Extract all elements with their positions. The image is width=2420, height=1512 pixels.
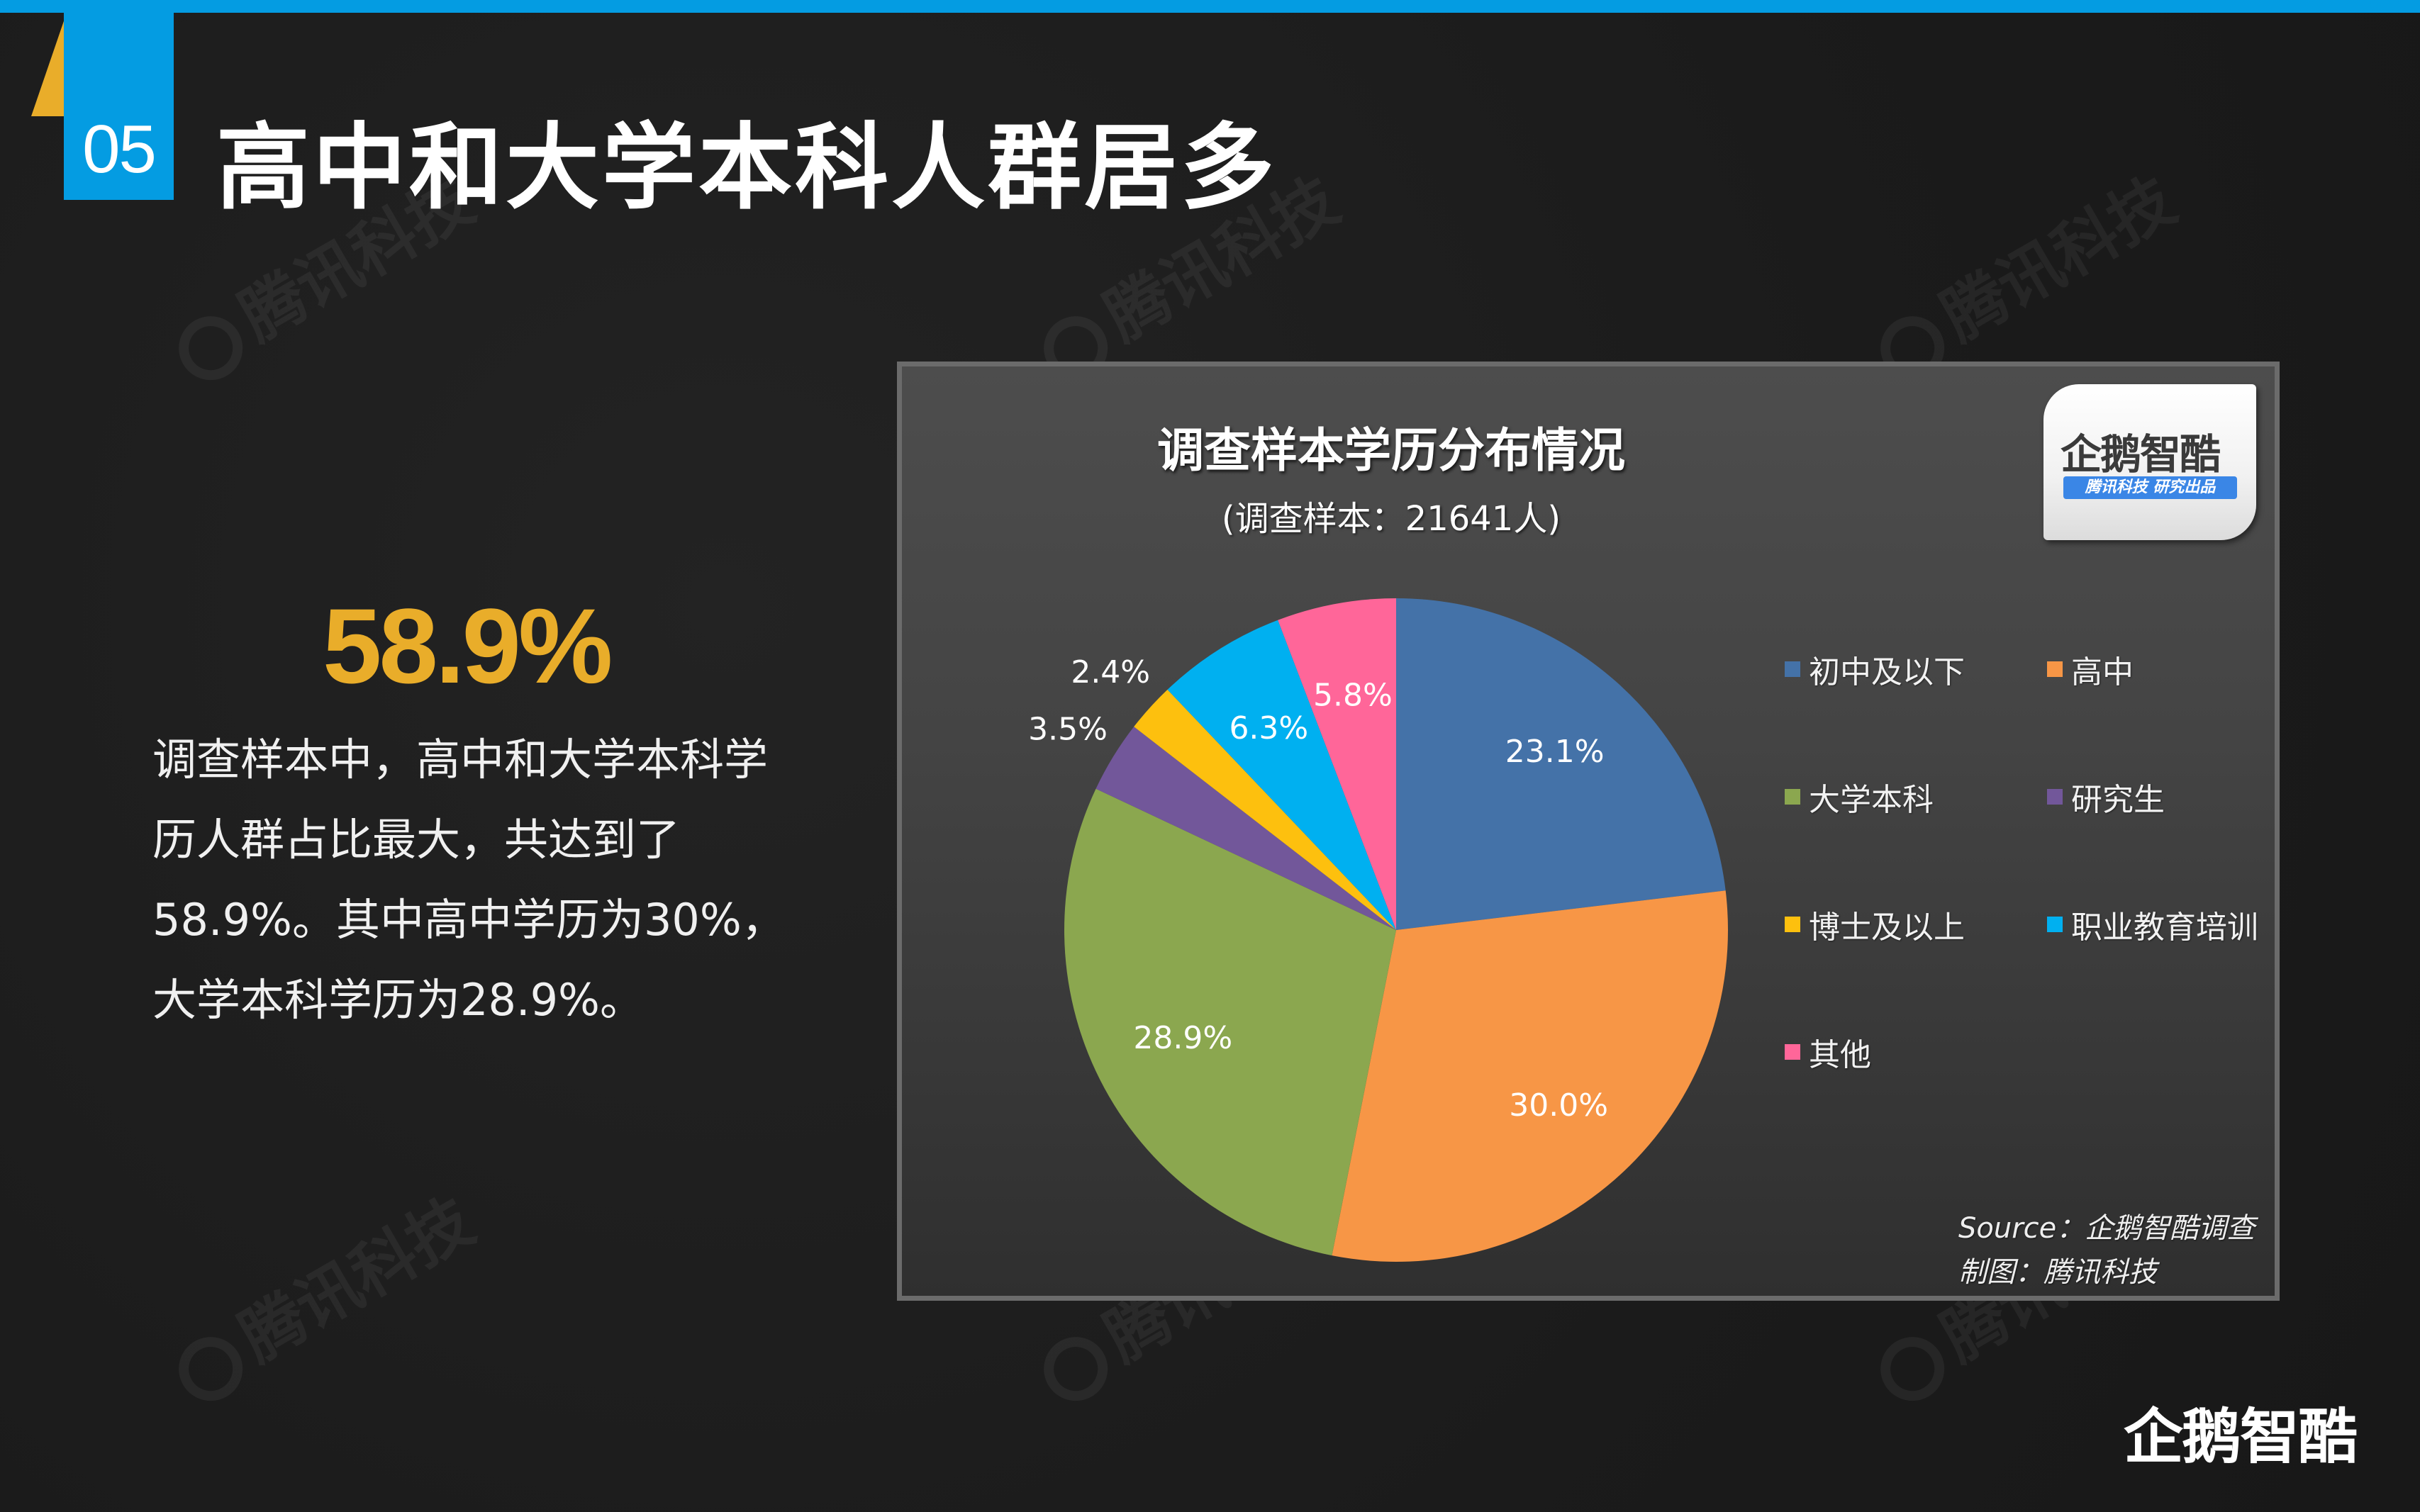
pie-slice-label: 30.0% xyxy=(1509,1087,1608,1124)
pie-slice-label: 28.9% xyxy=(1133,1020,1232,1056)
legend-label: 初中及以下 xyxy=(1809,654,1965,690)
watermark-logo-icon xyxy=(167,1325,255,1413)
top-accent-bar xyxy=(0,0,2420,13)
summary-line: 58.9%。其中高中学历为30%， xyxy=(152,894,786,946)
source-text: Source：企鹅智酷调查 xyxy=(1958,1212,2255,1245)
pie-slice-label: 2.4% xyxy=(1071,654,1150,690)
pie-slice xyxy=(1134,689,1396,930)
watermark-text: 腾讯科技 xyxy=(228,1184,486,1377)
legend-item: 初中及以下 xyxy=(1785,646,1965,692)
chart-panel: 调查样本学历分布情况 (调查样本：21641人) 企鹅智酷 腾讯科技 研究出品 … xyxy=(897,362,2280,1301)
legend-label: 职业教育培训 xyxy=(2071,909,2258,946)
legend-swatch-icon xyxy=(1785,789,1800,805)
legend-swatch-icon xyxy=(1785,1044,1800,1060)
section-number: 05 xyxy=(82,111,157,187)
legend-label: 其他 xyxy=(1809,1037,1871,1073)
legend-item: 高中 xyxy=(2047,646,2134,692)
legend-label: 高中 xyxy=(2071,654,2134,690)
pie-slice-label: 5.8% xyxy=(1313,678,1393,714)
pie-slice xyxy=(1278,598,1396,930)
chart-source: Source：企鹅智酷调查 制图：腾讯科技 xyxy=(1958,1206,2255,1294)
logo-badge: 腾讯科技 研究出品 xyxy=(2063,476,2237,499)
pie-slice xyxy=(1167,620,1396,930)
watermark: 腾讯科技 xyxy=(1857,150,2190,396)
summary-line: 大学本科学历为28.9%。 xyxy=(152,974,644,1026)
chart-subtitle: (调查样本：21641人) xyxy=(1221,499,1561,539)
summary-line: 调查样本中，高中和大学本科学 xyxy=(152,734,769,785)
legend-swatch-icon xyxy=(1785,661,1800,677)
pie-slice xyxy=(1064,788,1396,1256)
pie-slice xyxy=(1332,890,1728,1262)
logo-wordmark: 企鹅智酷 xyxy=(2061,430,2221,478)
legend-item: 职业教育培训 xyxy=(2047,902,2258,947)
legend-label: 研究生 xyxy=(2071,782,2165,818)
legend-label: 大学本科 xyxy=(1809,782,1934,818)
yellow-accent-triangle xyxy=(31,13,67,116)
legend-item: 其他 xyxy=(1785,1029,1871,1075)
watermark: 腾讯科技 xyxy=(155,1171,488,1416)
credit-text: 制图：腾讯科技 xyxy=(1958,1256,2157,1289)
summary-line: 历人群占比最大，共达到了 xyxy=(152,814,681,866)
footer-brand-logo: 企鹅智酷 xyxy=(2124,1402,2358,1472)
legend-swatch-icon xyxy=(2047,661,2063,677)
pie-slice-label: 6.3% xyxy=(1229,710,1308,746)
legend-item: 博士及以上 xyxy=(1785,902,1965,947)
watermark-logo-icon xyxy=(167,304,255,392)
legend-swatch-icon xyxy=(2047,917,2063,932)
watermark-logo-icon xyxy=(1032,1325,1120,1413)
pie-slice-label: 3.5% xyxy=(1028,711,1108,747)
highlight-stat: 58.9% xyxy=(323,586,613,705)
pie-chart: 23.1% 30.0% 28.9% 3.5% 2.4% 6.3%5.8% xyxy=(1028,598,1728,1262)
legend-item: 大学本科 xyxy=(1785,774,1934,819)
chart-title: 调查样本学历分布情况 xyxy=(1157,423,1625,478)
section-number-tab: 05 xyxy=(64,0,174,200)
pie-slice xyxy=(1095,727,1396,930)
legend-swatch-icon xyxy=(1785,917,1800,932)
legend-item: 研究生 xyxy=(2047,774,2165,819)
legend-swatch-icon xyxy=(2047,789,2063,805)
pie-slice-label: 23.1% xyxy=(1505,734,1605,770)
summary-paragraph: 调查样本中，高中和大学本科学 历人群占比最大，共达到了 58.9%。其中高中学历… xyxy=(152,719,812,1040)
watermark-logo-icon xyxy=(1868,1325,1956,1413)
chart-brand-logo: 企鹅智酷 腾讯科技 研究出品 xyxy=(2043,384,2256,540)
page-title: 高中和大学本科人群居多 xyxy=(216,113,1277,223)
watermark-text: 腾讯科技 xyxy=(1929,163,2188,356)
legend-label: 博士及以上 xyxy=(1809,909,1965,946)
pie-slice xyxy=(1396,598,1726,930)
